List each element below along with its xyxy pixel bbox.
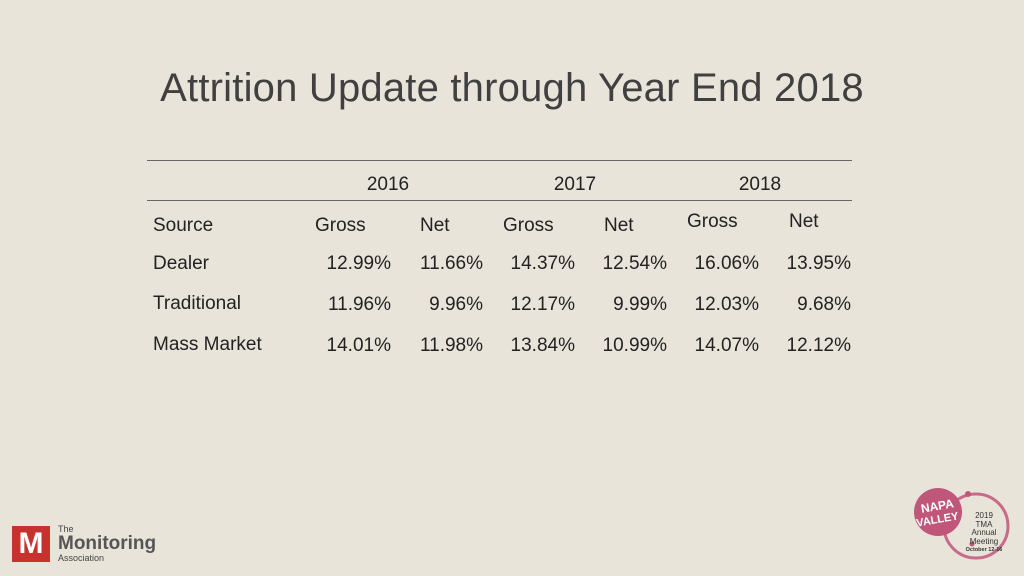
sub-header-gross-2018: Gross — [687, 211, 738, 232]
napa-valley-event-logo: NAPA VALLEY 2019 TMA Annual Meeting Octo… — [912, 482, 1012, 560]
svg-text:NAPA: NAPA — [920, 496, 955, 516]
table-cell: 16.06% — [694, 253, 759, 274]
year-header-2018: 2018 — [738, 174, 782, 195]
row-label-traditional: Traditional — [153, 293, 242, 314]
table-header-rule — [147, 200, 852, 201]
monitoring-association-logo: M The Monitoring Association — [12, 524, 162, 564]
sub-header-net-2018: Net — [789, 211, 819, 232]
sub-header-net-2016: Net — [420, 215, 450, 236]
sub-header-gross-2017: Gross — [503, 215, 554, 236]
table-cell: 11.98% — [419, 335, 483, 356]
table-cell: 9.99% — [613, 294, 667, 315]
table-cell: 12.03% — [694, 294, 759, 315]
table-cell: 12.12% — [786, 335, 851, 356]
table-cell: 14.07% — [694, 335, 759, 356]
event-logo-text: 2019 TMA Annual Meeting October 12-16 — [965, 511, 1003, 553]
table-cell: 11.66% — [419, 253, 483, 274]
table-cell: 11.96% — [327, 294, 391, 315]
table-cell: 9.68% — [797, 294, 851, 315]
sub-header-gross-2016: Gross — [315, 215, 366, 236]
year-header-2016: 2016 — [366, 174, 410, 195]
row-label-dealer: Dealer — [153, 253, 209, 274]
page-title: Attrition Update through Year End 2018 — [160, 66, 864, 110]
year-header-2017: 2017 — [553, 174, 597, 195]
table-cell: 12.99% — [326, 253, 391, 274]
table-cell: 9.96% — [429, 294, 483, 315]
table-cell: 14.37% — [510, 253, 575, 274]
sub-header-net-2017: Net — [604, 215, 634, 236]
source-header: Source — [153, 215, 214, 236]
napa-valley-badge-icon: NAPA VALLEY — [914, 488, 1010, 560]
table-cell: 14.01% — [326, 335, 391, 356]
tma-m-mark-icon: M — [12, 526, 50, 562]
table-cell: 13.84% — [510, 335, 575, 356]
table-cell: 13.95% — [786, 253, 851, 274]
row-label-mass-market: Mass Market — [153, 334, 262, 355]
table-cell: 10.99% — [602, 335, 667, 356]
table-cell: 12.17% — [510, 294, 575, 315]
table-cell: 12.54% — [602, 253, 667, 274]
table-top-rule — [147, 160, 852, 161]
